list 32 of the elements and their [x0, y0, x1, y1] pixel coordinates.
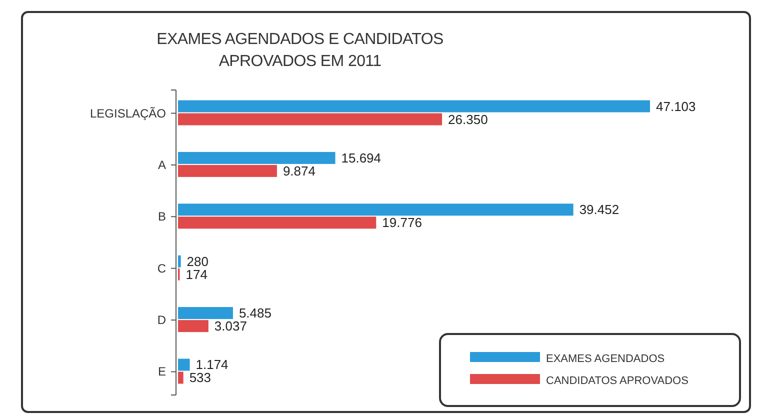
y-tick-label: B — [158, 210, 166, 224]
data-label: 47.103 — [656, 98, 696, 114]
bar — [178, 164, 277, 177]
bar — [178, 204, 574, 216]
data-label: 1.174 — [196, 357, 228, 372]
bar — [178, 152, 336, 164]
chart-title: EXAMES AGENDADOS E CANDIDATOS APROVADOS EM 2011 — [156, 31, 444, 70]
data-label: 19.776 — [382, 215, 422, 230]
text: EXAMES AGENDADOS — [546, 353, 665, 365]
bar — [178, 255, 181, 268]
data-label: 26.350 — [448, 112, 488, 127]
data-label: 15.694 — [341, 150, 382, 166]
y-tick-label: C — [157, 261, 166, 276]
y-tick-label: E — [158, 364, 166, 379]
bar — [178, 358, 190, 371]
y-tick-label: LEGISLAÇÃO — [90, 106, 166, 120]
data-label: 3.037 — [214, 318, 247, 334]
data-label: 9.874 — [282, 163, 316, 178]
bar — [178, 307, 233, 320]
bar — [178, 216, 376, 229]
bar — [178, 100, 650, 112]
data-label: 174 — [186, 266, 208, 282]
y-tick-label: A — [158, 158, 166, 172]
bar — [178, 113, 442, 126]
bar — [178, 320, 208, 332]
y-tick-label: D — [157, 313, 166, 328]
data-label: 280 — [186, 254, 209, 269]
text: CANDIDATOS APROVADOS — [546, 375, 688, 387]
bar — [178, 372, 184, 384]
data-label: 533 — [189, 370, 212, 386]
data-label: 5.485 — [238, 306, 272, 321]
data-label: 39.452 — [579, 202, 620, 218]
